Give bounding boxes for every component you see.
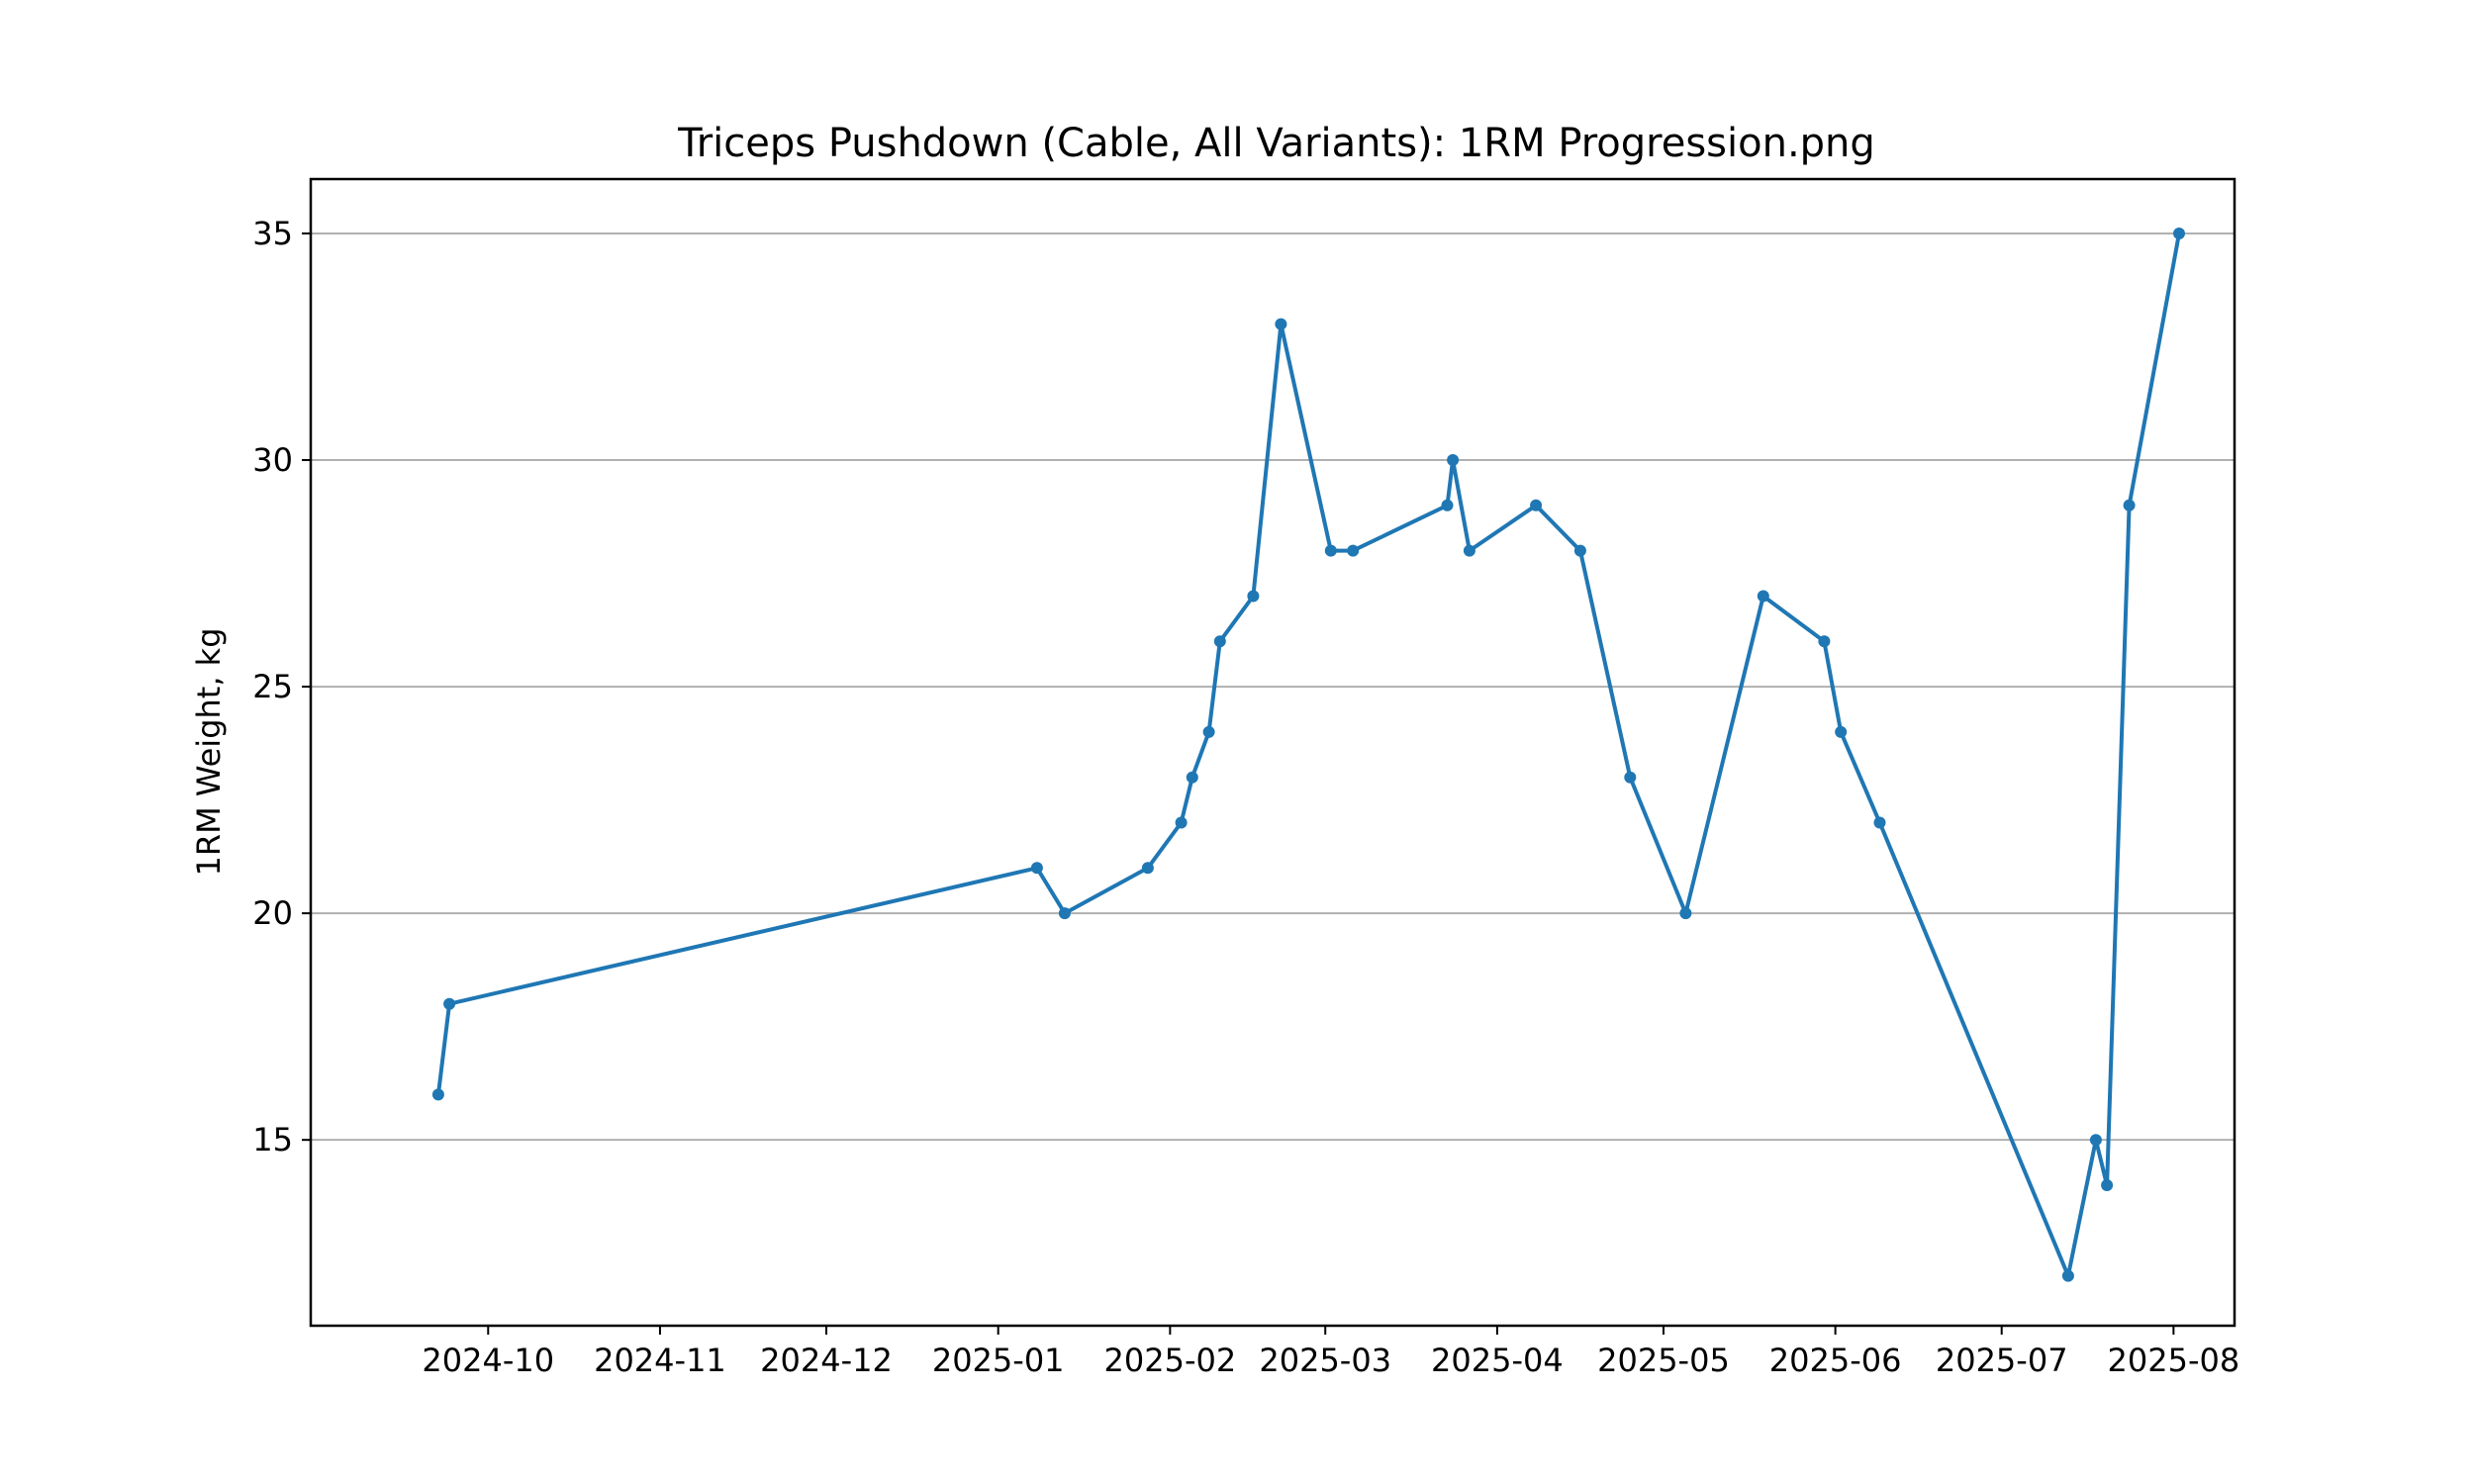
y-tick-label: 15	[252, 1121, 293, 1159]
grid-lines	[311, 232, 2235, 1142]
y-axis-label: 1RM Weight, kg	[190, 627, 228, 876]
y-tick-label: 25	[252, 668, 293, 705]
data-point	[1324, 544, 1337, 557]
data-point	[1275, 318, 1287, 330]
data-point	[1624, 771, 1637, 784]
data-point	[2101, 1179, 2114, 1191]
data-point	[443, 997, 456, 1010]
data-point	[1679, 907, 1692, 920]
x-tick-label: 2024-12	[760, 1342, 893, 1379]
x-tick-label: 2025-03	[1259, 1342, 1391, 1379]
data-point	[1175, 816, 1188, 829]
series-layer	[431, 228, 2185, 1282]
data-point	[1058, 907, 1071, 920]
x-tick-label: 2025-07	[1936, 1342, 2068, 1379]
x-tick-label: 2025-01	[932, 1342, 1065, 1379]
x-axis-ticks: 2024-10 2024-11 2024-12 2025-01 2025-02 2025-…	[422, 1326, 2239, 1379]
y-axis-ticks: 15 20 25 30 35	[252, 215, 311, 1159]
plot-frame	[309, 177, 2236, 1328]
x-tick-label: 2024-10	[422, 1342, 554, 1379]
data-point	[1873, 816, 1886, 829]
data-point	[1186, 771, 1198, 784]
x-tick-label: 2024-11	[594, 1342, 726, 1379]
data-point	[1213, 635, 1226, 648]
y-tick-label: 20	[252, 894, 293, 932]
x-tick-label: 2025-04	[1431, 1342, 1564, 1379]
y-tick-label: 35	[252, 215, 293, 252]
data-point	[1247, 590, 1260, 603]
y-tick-label: 30	[252, 441, 293, 479]
data-point	[2173, 228, 2185, 239]
data-point	[1757, 590, 1769, 603]
data-point	[431, 1088, 444, 1101]
data-point	[1347, 544, 1360, 557]
data-point	[2089, 1134, 2102, 1147]
data-point	[1441, 499, 1454, 511]
data-point	[1835, 725, 1848, 738]
data-point	[1573, 544, 1586, 557]
x-tick-label: 2025-05	[1597, 1342, 1730, 1379]
x-tick-label: 2025-06	[1769, 1342, 1902, 1379]
data-point	[1463, 544, 1475, 557]
chart-title: Triceps Pushdown (Cable, All Variants): …	[677, 121, 1875, 166]
x-tick-label: 2025-02	[1104, 1342, 1237, 1379]
x-tick-label: 2025-08	[2108, 1342, 2240, 1379]
data-point	[1202, 725, 1215, 738]
data-point	[1030, 862, 1043, 875]
data-point	[1818, 635, 1831, 648]
data-point	[2123, 499, 2136, 511]
data-point	[2061, 1269, 2074, 1282]
data-point	[1447, 454, 1460, 466]
data-point	[1141, 862, 1154, 875]
data-point	[1530, 499, 1543, 511]
